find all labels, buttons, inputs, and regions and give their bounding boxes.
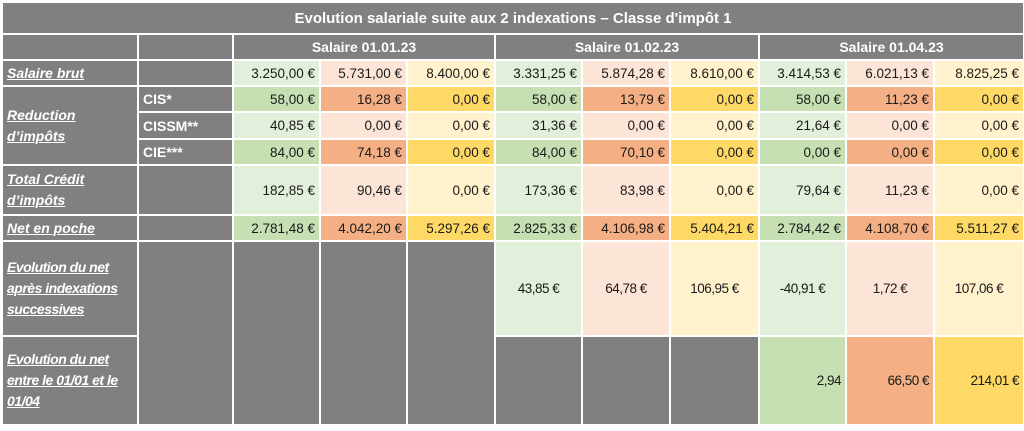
sub-label-cis: CIS*	[137, 85, 234, 113]
row-label-net-en-poche: Net en poche	[1, 214, 139, 242]
empty-gray-cell	[581, 335, 671, 426]
value-cell: 2.825,33 €	[494, 214, 583, 242]
row-label-salaire-brut: Salaire brut	[1, 59, 139, 87]
value-cell: 83,98 €	[581, 164, 671, 216]
value-cell: -40,91 €	[758, 240, 847, 337]
value-cell: 40,85 €	[232, 111, 321, 140]
value-cell: 5.404,21 €	[669, 214, 760, 242]
value-cell: 4.042,20 €	[319, 214, 408, 242]
value-cell: 173,36 €	[494, 164, 583, 216]
value-cell: 8.610,00 €	[669, 59, 760, 87]
value-cell: 79,64 €	[758, 164, 847, 216]
row-label-evolution-successives: Evolution du net après indexations succe…	[1, 240, 139, 337]
value-cell: 4.106,98 €	[581, 214, 671, 242]
value-cell: 3.331,25 €	[494, 59, 583, 87]
row-reduction-cis: Reduction d’impôts CIS* 58,00 €16,28 €0,00…	[1, 85, 1024, 166]
value-cell: 0,00 €	[933, 111, 1024, 140]
period-header-row: Salaire 01.01.23 Salaire 01.02.23 Salair…	[1, 33, 1024, 61]
value-cell: 21,64 €	[758, 111, 847, 140]
value-cell: 58,00 €	[758, 85, 847, 113]
empty-gray-cell	[669, 335, 760, 426]
value-cell: 0,00 €	[933, 164, 1024, 216]
row-label-reduction: Reduction d’impôts	[1, 85, 139, 166]
value-cell: 3.250,00 €	[232, 59, 321, 87]
value-cell: 5.874,28 €	[581, 59, 671, 87]
row-reduction-cissm: CISSM** 40,85 €0,00 €0,00 €31,36 €0,00 €0…	[2, 111, 1024, 140]
value-cell: 43,85 €	[494, 240, 583, 337]
sub-label-cissm: CISSM**	[137, 111, 234, 140]
value-cell: 5.297,26 €	[406, 214, 496, 242]
row-label-evolution-0101-0104: Evolution du net entre le 01/01 et le 01…	[1, 335, 139, 426]
value-cell: 13,79 €	[581, 85, 671, 113]
value-cell: 3.414,53 €	[758, 59, 847, 87]
period-header-0104: Salaire 01.04.23	[758, 33, 1024, 61]
value-cell: 31,36 €	[494, 111, 583, 140]
empty-gray-cell	[232, 240, 321, 426]
empty-header-cell	[137, 33, 234, 61]
value-cell: 0,00 €	[933, 85, 1024, 113]
value-cell: 0,00 €	[406, 85, 496, 113]
value-cell: 0,00 €	[845, 111, 935, 140]
empty-gray-cell	[494, 335, 583, 426]
empty-gray-cell	[406, 240, 496, 426]
row-reduction-cie: CIE*** 84,00 €74,18 €0,00 €84,00 €70,10 €…	[2, 138, 1024, 166]
table-title: Evolution salariale suite aux 2 indexati…	[1, 1, 1024, 35]
row-evolution-0101-0104: Evolution du net entre le 01/01 et le 01…	[1, 335, 1024, 426]
value-cell: 84,00 €	[232, 138, 321, 166]
value-cell: 0,00 €	[406, 111, 496, 140]
value-cell: 64,78 €	[581, 240, 671, 337]
value-cell: 66,50 €	[845, 335, 935, 426]
value-cell: 0,00 €	[319, 111, 408, 140]
value-cell: 0,00 €	[669, 85, 760, 113]
empty-gray-cell	[319, 240, 408, 426]
value-cell: 2.781,48 €	[232, 214, 321, 242]
sub-label-cie: CIE***	[137, 138, 234, 166]
value-cell: 90,46 €	[319, 164, 408, 216]
row-net-en-poche: Net en poche 2.781,48 €4.042,20 €5.297,26…	[1, 214, 1024, 242]
empty-sub-cell	[137, 59, 234, 87]
value-cell: 0,00 €	[406, 164, 496, 216]
value-cell: 6.021,13 €	[845, 59, 935, 87]
value-cell: 0,00 €	[845, 138, 935, 166]
value-cell: 8.825,25 €	[933, 59, 1024, 87]
value-cell: 58,00 €	[494, 85, 583, 113]
value-cell: 182,85 €	[232, 164, 321, 216]
value-cell: 5.511,27 €	[933, 214, 1024, 242]
period-header-0101: Salaire 01.01.23	[232, 33, 496, 61]
value-cell: 4.108,70 €	[845, 214, 935, 242]
empty-header-cell	[1, 33, 139, 61]
value-cell: 84,00 €	[494, 138, 583, 166]
value-cell: 0,00 €	[581, 111, 671, 140]
value-cell: 0,00 €	[669, 138, 760, 166]
value-cell: 0,00 €	[669, 111, 760, 140]
value-cell: 0,00 €	[933, 138, 1024, 166]
value-cell: 107,06 €	[933, 240, 1024, 337]
value-cell: 70,10 €	[581, 138, 671, 166]
value-cell: 2.784,42 €	[758, 214, 847, 242]
value-cell: 106,95 €	[669, 240, 760, 337]
row-total-credit: Total Crédit d’impôts 182,85 €90,46 €0,00…	[1, 164, 1024, 216]
value-cell: 2,94	[758, 335, 847, 426]
empty-sub-cell	[137, 164, 234, 216]
value-cell: 214,01 €	[933, 335, 1024, 426]
value-cell: 0,00 €	[758, 138, 847, 166]
row-label-total-credit: Total Crédit d’impôts	[1, 164, 139, 216]
empty-sub-cell	[137, 214, 234, 242]
value-cell: 5.731,00 €	[319, 59, 408, 87]
row-evolution-successives: Evolution du net après indexations succe…	[1, 240, 1024, 426]
row-salaire-brut: Salaire brut 3.250,00 €5.731,00 €8.400,00…	[1, 59, 1024, 87]
value-cell: 0,00 €	[406, 138, 496, 166]
value-cell: 11,23 €	[845, 85, 935, 113]
title-row: Evolution salariale suite aux 2 indexati…	[1, 1, 1024, 35]
value-cell: 58,00 €	[232, 85, 321, 113]
value-cell: 74,18 €	[319, 138, 408, 166]
value-cell: 11,23 €	[845, 164, 935, 216]
value-cell: 8.400,00 €	[406, 59, 496, 87]
value-cell: 1,72 €	[845, 240, 935, 337]
value-cell: 0,00 €	[669, 164, 760, 216]
period-header-0102: Salaire 01.02.23	[494, 33, 760, 61]
value-cell: 16,28 €	[319, 85, 408, 113]
empty-gray-cell	[137, 240, 234, 426]
